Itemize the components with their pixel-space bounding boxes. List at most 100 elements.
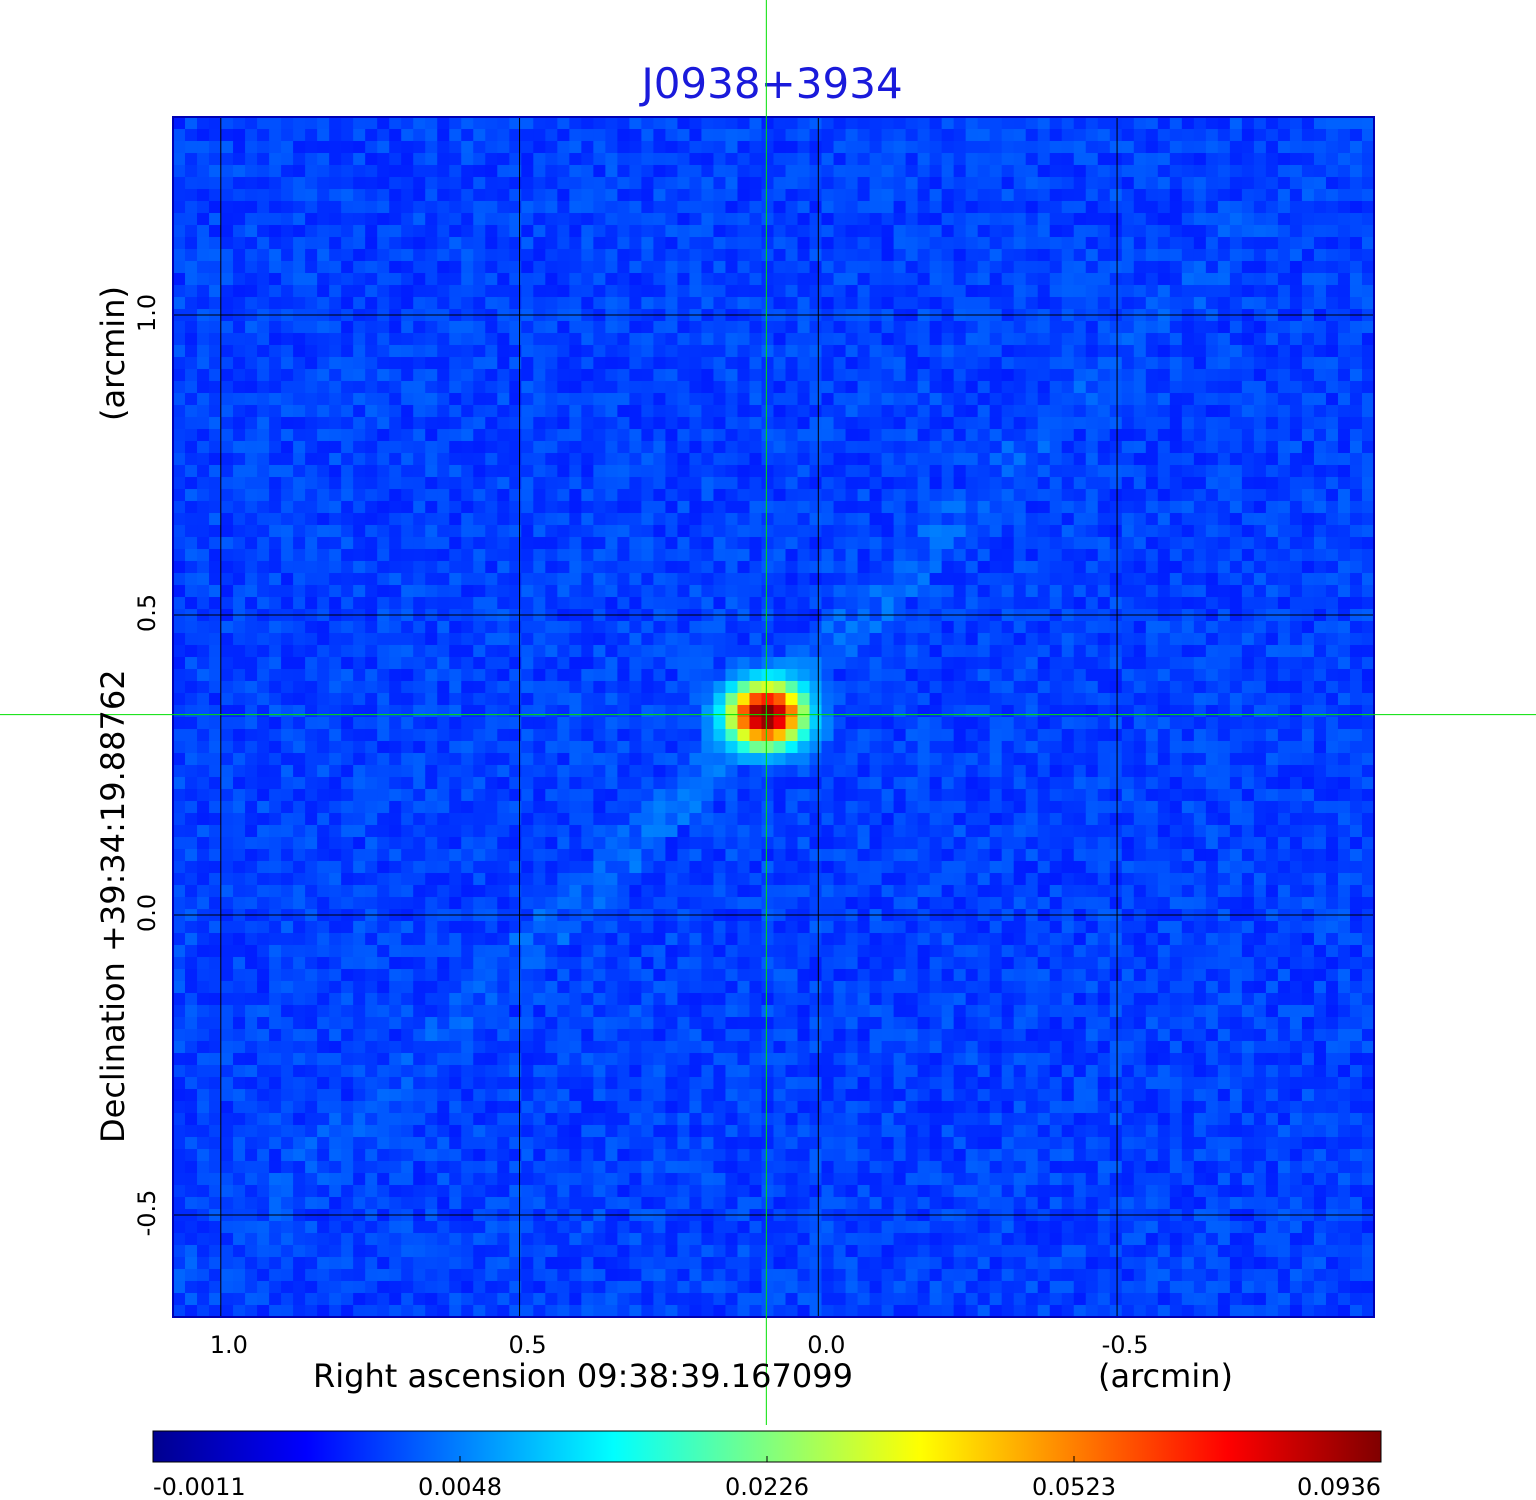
heatmap-cell: [917, 477, 931, 490]
heatmap-cell: [929, 357, 943, 370]
heatmap-cell: [545, 129, 558, 142]
heatmap-cell: [389, 273, 402, 286]
heatmap-cell: [329, 213, 342, 226]
heatmap-cell: [1181, 561, 1195, 574]
heatmap-cell: [581, 321, 594, 334]
heatmap-cell: [1097, 333, 1111, 346]
heatmap-cell: [293, 189, 306, 202]
heatmap-cell: [593, 201, 606, 214]
heatmap-cell: [1121, 393, 1135, 406]
heatmap-cell: [749, 621, 763, 634]
heatmap-cell: [701, 261, 715, 274]
heatmap-cell: [377, 165, 390, 178]
heatmap-cell: [473, 237, 486, 250]
heatmap-cell: [725, 465, 739, 478]
heatmap-cell: [1109, 465, 1123, 478]
heatmap-cell: [173, 393, 186, 406]
heatmap-cell: [461, 405, 474, 418]
heatmap-cell: [1169, 705, 1183, 718]
heatmap-cell: [1013, 345, 1027, 358]
heatmap-cell: [965, 165, 979, 178]
heatmap-cell: [1133, 285, 1147, 298]
heatmap-cell: [1313, 537, 1327, 550]
heatmap-cell: [821, 585, 835, 598]
heatmap-cell: [1037, 441, 1051, 454]
heatmap-cell: [845, 249, 859, 262]
heatmap-cell: [1109, 165, 1123, 178]
heatmap-cell: [1361, 573, 1374, 586]
heatmap-cell: [1145, 549, 1159, 562]
heatmap-cell: [509, 477, 522, 490]
heatmap-cell: [1325, 249, 1339, 262]
heatmap-cell: [221, 669, 234, 682]
heatmap-cell: [677, 465, 691, 478]
heatmap-cell: [965, 321, 979, 334]
heatmap-cell: [1241, 333, 1255, 346]
heatmap-cell: [653, 345, 667, 358]
heatmap-cell: [401, 525, 414, 538]
heatmap-cell: [989, 705, 1003, 718]
heatmap-cell: [941, 141, 955, 154]
heatmap-cell: [1337, 621, 1351, 634]
heatmap-cell: [1073, 657, 1087, 670]
heatmap-cell: [221, 633, 234, 646]
heatmap-cell: [641, 261, 654, 274]
heatmap-cell: [209, 177, 222, 190]
heatmap-cell: [305, 249, 318, 262]
heatmap-cell: [641, 213, 654, 226]
heatmap-cell: [305, 357, 318, 370]
heatmap-cell: [317, 705, 330, 718]
heatmap-cell: [1361, 201, 1374, 214]
heatmap-cell: [761, 489, 775, 502]
heatmap-cell: [785, 129, 799, 142]
heatmap-cell: [593, 297, 606, 310]
heatmap-cell: [1205, 357, 1219, 370]
heatmap-cell: [257, 561, 270, 574]
heatmap-cell: [521, 189, 534, 202]
heatmap-cell: [485, 597, 498, 610]
heatmap-cell: [545, 621, 558, 634]
heatmap-cell: [221, 201, 234, 214]
heatmap-cell: [977, 441, 991, 454]
heatmap-cell: [785, 441, 799, 454]
heatmap-cell: [1133, 621, 1147, 634]
heatmap-cell: [761, 129, 775, 142]
heatmap-cell: [677, 285, 691, 298]
heatmap-cell: [977, 633, 991, 646]
heatmap-cell: [905, 297, 919, 310]
heatmap-cell: [545, 441, 558, 454]
heatmap-cell: [605, 417, 618, 430]
heatmap-cell: [1013, 633, 1027, 646]
heatmap-cell: [1145, 201, 1159, 214]
heatmap-cell: [773, 597, 787, 610]
heatmap-cell: [773, 681, 787, 694]
heatmap-cell: [1181, 549, 1195, 562]
heatmap-cell: [341, 621, 354, 634]
heatmap-cell: [689, 237, 703, 250]
heatmap-cell: [1013, 273, 1027, 286]
heatmap-cell: [773, 573, 787, 586]
heatmap-cell: [1001, 297, 1015, 310]
heatmap-cell: [761, 333, 775, 346]
heatmap-cell: [557, 405, 570, 418]
heatmap-cell: [1253, 489, 1267, 502]
heatmap-cell: [1193, 213, 1207, 226]
heatmap-cell: [209, 489, 222, 502]
heatmap-cell: [341, 369, 354, 382]
heatmap-cell: [173, 141, 186, 154]
heatmap-cell: [233, 321, 246, 334]
heatmap-cell: [1001, 441, 1015, 454]
heatmap-cell: [965, 561, 979, 574]
heatmap-cell: [437, 501, 450, 514]
heatmap-cell: [965, 501, 979, 514]
heatmap-cell: [473, 189, 486, 202]
heatmap-cell: [1097, 525, 1111, 538]
heatmap-cell: [965, 573, 979, 586]
heatmap-cell: [617, 369, 630, 382]
heatmap-cell: [341, 645, 354, 658]
heatmap-cell: [1109, 273, 1123, 286]
heatmap-cell: [869, 525, 883, 538]
heatmap-cell: [1169, 477, 1183, 490]
heatmap-cell: [713, 261, 727, 274]
heatmap-cell: [821, 225, 835, 238]
